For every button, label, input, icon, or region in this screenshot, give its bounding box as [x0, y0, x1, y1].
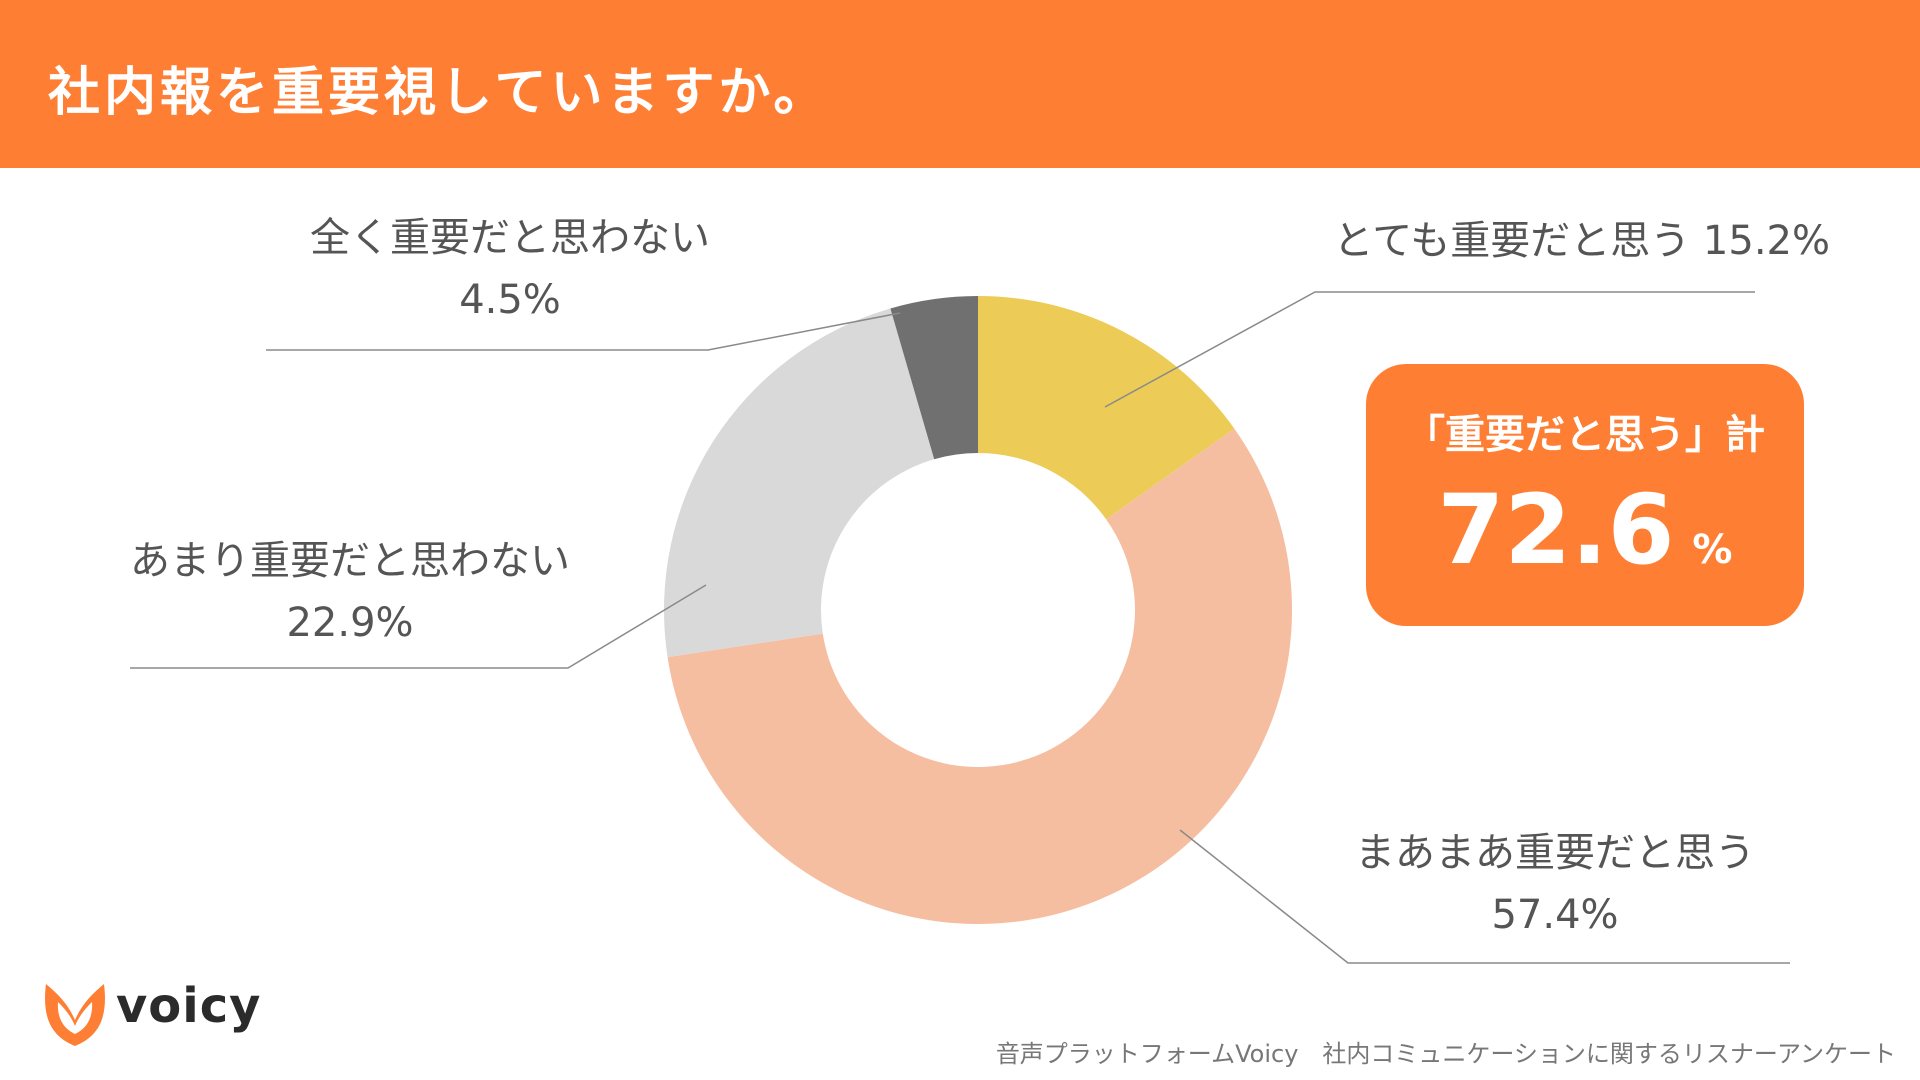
label-somewhat-important: まあまあ重要だと思う 57.4%	[1315, 822, 1795, 946]
label-somewhat-important-name: まあまあ重要だと思う	[1355, 830, 1755, 876]
label-not-very-important-name: あまり重要だと思わない	[130, 538, 570, 584]
leader-line-not-very-important	[130, 584, 707, 669]
leader-line-not-at-all-important	[266, 312, 901, 351]
slice-somewhat-important	[667, 428, 1292, 924]
page-title: 社内報を重要視していますか。	[48, 63, 830, 123]
label-very-important-value: 15.2%	[1702, 218, 1830, 264]
summary-label: 「重要だと思う」計	[1405, 412, 1765, 458]
label-very-important-name: とても重要だと思う	[1333, 218, 1691, 264]
leader-line-somewhat-important	[1179, 829, 1790, 964]
label-somewhat-important-value: 57.4%	[1491, 892, 1619, 938]
slice-not-at-all-important	[890, 296, 978, 460]
summary-callout: 「重要だと思う」計 72.6 %	[1366, 364, 1804, 626]
leader-line-very-important	[1104, 291, 1755, 408]
summary-value: 72.6	[1437, 474, 1675, 586]
summary-unit: %	[1692, 527, 1733, 573]
label-not-at-all-important-name: 全く重要だと思わない	[310, 215, 710, 261]
slice-very-important	[978, 296, 1235, 520]
label-very-important: とても重要だと思う 15.2%	[1290, 210, 1830, 272]
label-not-very-important-value: 22.9%	[286, 600, 414, 646]
voicy-leaf-icon	[45, 984, 105, 1046]
label-not-at-all-important-value: 4.5%	[459, 277, 561, 323]
slice-not-very-important	[664, 308, 935, 658]
source-note: 音声プラットフォームVoicy 社内コミュニケーションに関するリスナーアンケート	[995, 1040, 1896, 1068]
summary-value-row: 72.6 %	[1366, 474, 1804, 594]
label-not-at-all-important: 全く重要だと思わない 4.5%	[270, 207, 750, 331]
header-bar: 社内報を重要視していますか。	[0, 0, 1920, 168]
voicy-logo: voicy	[40, 976, 280, 1048]
logo-wordmark: voicy	[116, 978, 262, 1034]
label-not-very-important: あまり重要だと思わない 22.9%	[100, 530, 600, 654]
